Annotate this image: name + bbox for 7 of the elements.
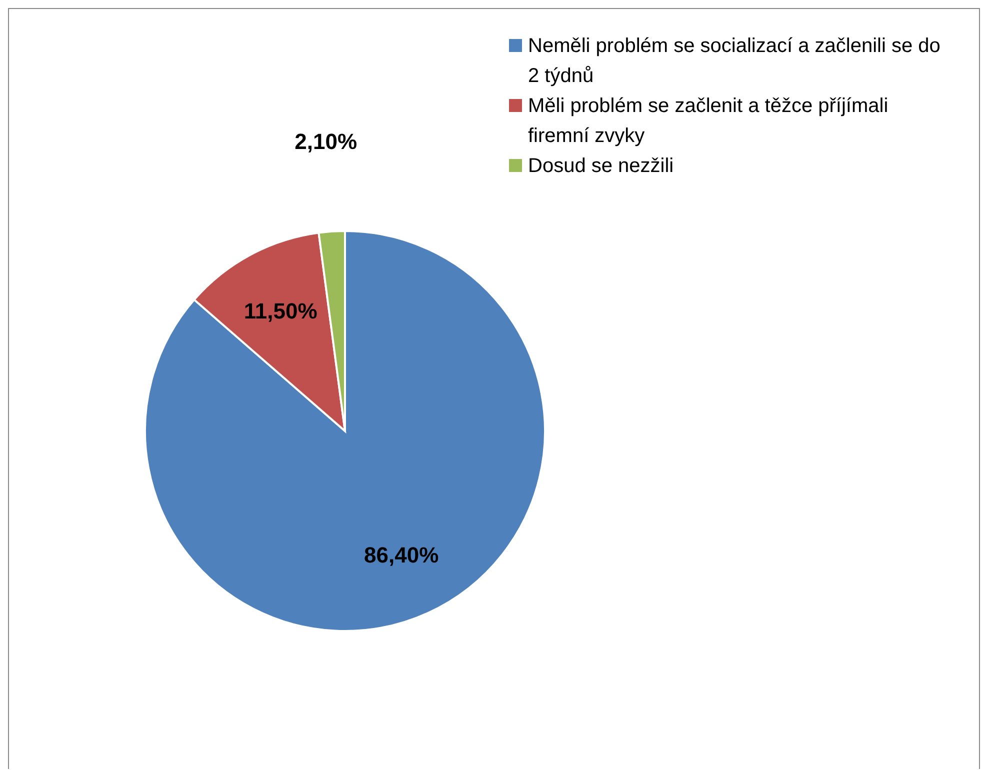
data-label: 86,40% <box>364 542 439 568</box>
legend-label: Dosud se nezžili <box>528 154 674 179</box>
legend-label: Měli problém se začlenit a těžce příjímali firemní zvyky <box>528 94 890 149</box>
data-label: 2,10% <box>294 129 358 154</box>
legend-label: Neměli problém se socializací a začlenili se do 2 týdnů <box>528 34 942 89</box>
pie-slice <box>144 230 546 632</box>
data-label: 11,50% <box>244 298 318 324</box>
